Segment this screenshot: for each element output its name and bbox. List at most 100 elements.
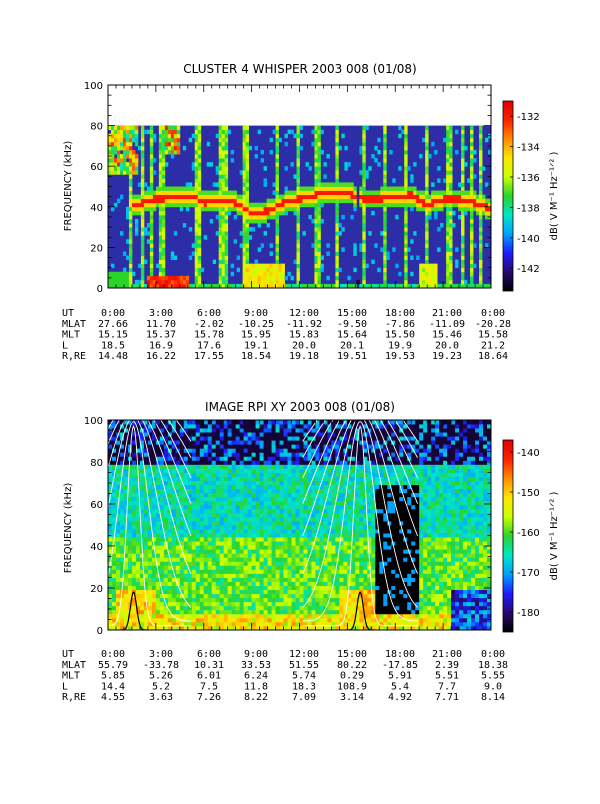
- panel1-cell: [470, 276, 473, 280]
- panel2-cell: [108, 610, 112, 614]
- panel2-cell: [288, 573, 292, 577]
- panel1-cell: [359, 195, 362, 199]
- panel2-cell: [240, 501, 244, 505]
- panel2-cell: [260, 521, 264, 525]
- panel2-cell: [216, 541, 220, 545]
- panel2-cell: [176, 481, 180, 485]
- panel2-cell: [128, 517, 132, 521]
- panel1-cell: [425, 166, 428, 170]
- panel1-cell: [386, 191, 389, 195]
- panel1-cell: [180, 199, 183, 203]
- panel1-cell: [428, 272, 431, 276]
- panel1-cell: [294, 211, 297, 215]
- panel2-cell: [160, 606, 164, 610]
- panel2-cell: [216, 464, 220, 468]
- panel1-cell: [410, 187, 413, 191]
- panel1-cell: [222, 219, 225, 223]
- panel1-cell: [416, 207, 419, 211]
- panel2-cell: [152, 521, 156, 525]
- panel1-cell: [117, 134, 120, 138]
- panel2-cell: [184, 618, 188, 622]
- panel1-cell: [195, 126, 198, 130]
- panel1-cell: [195, 219, 198, 223]
- panel2-cell: [132, 529, 136, 533]
- panel1-cell: [129, 268, 132, 272]
- panel2-cell: [196, 598, 200, 602]
- panel1-cell: [159, 215, 162, 219]
- panel1-cell: [144, 227, 147, 231]
- panel2-cell: [204, 578, 208, 582]
- panel1-cell: [446, 272, 449, 276]
- panel2-cell: [144, 529, 148, 533]
- panel2-cell: [228, 561, 232, 565]
- panel1-cell: [404, 203, 407, 207]
- panel2-cell: [264, 586, 268, 590]
- panel1-cell: [434, 191, 437, 195]
- panel2-cell: [272, 509, 276, 513]
- panel1-cell: [210, 199, 213, 203]
- panel1-cell: [150, 215, 153, 219]
- panel1-cell: [273, 207, 276, 211]
- panel2-cell: [172, 557, 176, 561]
- panel1-cell: [404, 187, 407, 191]
- panel1-cell: [470, 215, 473, 219]
- panel2-cell: [224, 456, 228, 460]
- panel1-eph-value: 19.1: [244, 340, 268, 351]
- panel2-cell: [236, 553, 240, 557]
- panel1-cell: [320, 199, 323, 203]
- panel2-cell: [300, 618, 304, 622]
- panel1-cell: [261, 215, 264, 219]
- panel1-cell: [255, 276, 258, 280]
- panel1-cell: [404, 150, 407, 154]
- panel1-cell: [279, 272, 282, 276]
- panel1-cell: [404, 219, 407, 223]
- panel1-cell: [123, 138, 126, 142]
- panel1-cell: [362, 158, 365, 162]
- panel1-cell: [225, 191, 228, 195]
- panel1-cell: [362, 138, 365, 142]
- panel2-cell: [276, 606, 280, 610]
- panel2-cell: [116, 468, 120, 472]
- panel1-cell: [335, 243, 338, 247]
- panel1-cell: [195, 207, 198, 211]
- panel2-cell: [204, 561, 208, 565]
- panel2-cell: [296, 448, 300, 452]
- panel1-cell: [243, 272, 246, 276]
- panel1-cell: [219, 199, 222, 203]
- panel2-cell: [128, 565, 132, 569]
- panel2-cell: [244, 598, 248, 602]
- panel2-cell: [136, 460, 140, 464]
- panel1-cell: [243, 276, 246, 280]
- panel1-cell: [470, 138, 473, 142]
- panel2-cell: [140, 493, 144, 497]
- panel2-cell: [252, 477, 256, 481]
- panel1-cell: [129, 199, 132, 203]
- panel2-cell: [292, 573, 296, 577]
- panel1-cell: [225, 235, 228, 239]
- panel2-cell: [236, 590, 240, 594]
- panel2-cell: [280, 505, 284, 509]
- panel1-cell: [425, 203, 428, 207]
- panel1-cell: [425, 272, 428, 276]
- panel2-cell: [188, 509, 192, 513]
- panel2-cell: [196, 444, 200, 448]
- panel2-cell: [216, 428, 220, 432]
- panel1-cell: [335, 174, 338, 178]
- panel1-cell: [297, 187, 300, 191]
- panel2-cell: [136, 521, 140, 525]
- panel1-cell: [246, 239, 249, 243]
- panel2-cell: [300, 485, 304, 489]
- panel2-cell: [212, 586, 216, 590]
- panel1-cell: [174, 138, 177, 142]
- panel2-cell: [152, 505, 156, 509]
- panel2-cell: [164, 553, 168, 557]
- panel1-cell: [317, 138, 320, 142]
- panel2-cell: [292, 428, 296, 432]
- panel2-cell: [224, 444, 228, 448]
- panel2-cell: [180, 497, 184, 501]
- panel1-cell: [314, 264, 317, 268]
- panel2-cell: [240, 489, 244, 493]
- panel2-cell: [260, 598, 264, 602]
- panel2-cell: [220, 505, 224, 509]
- panel2-cell: [284, 444, 288, 448]
